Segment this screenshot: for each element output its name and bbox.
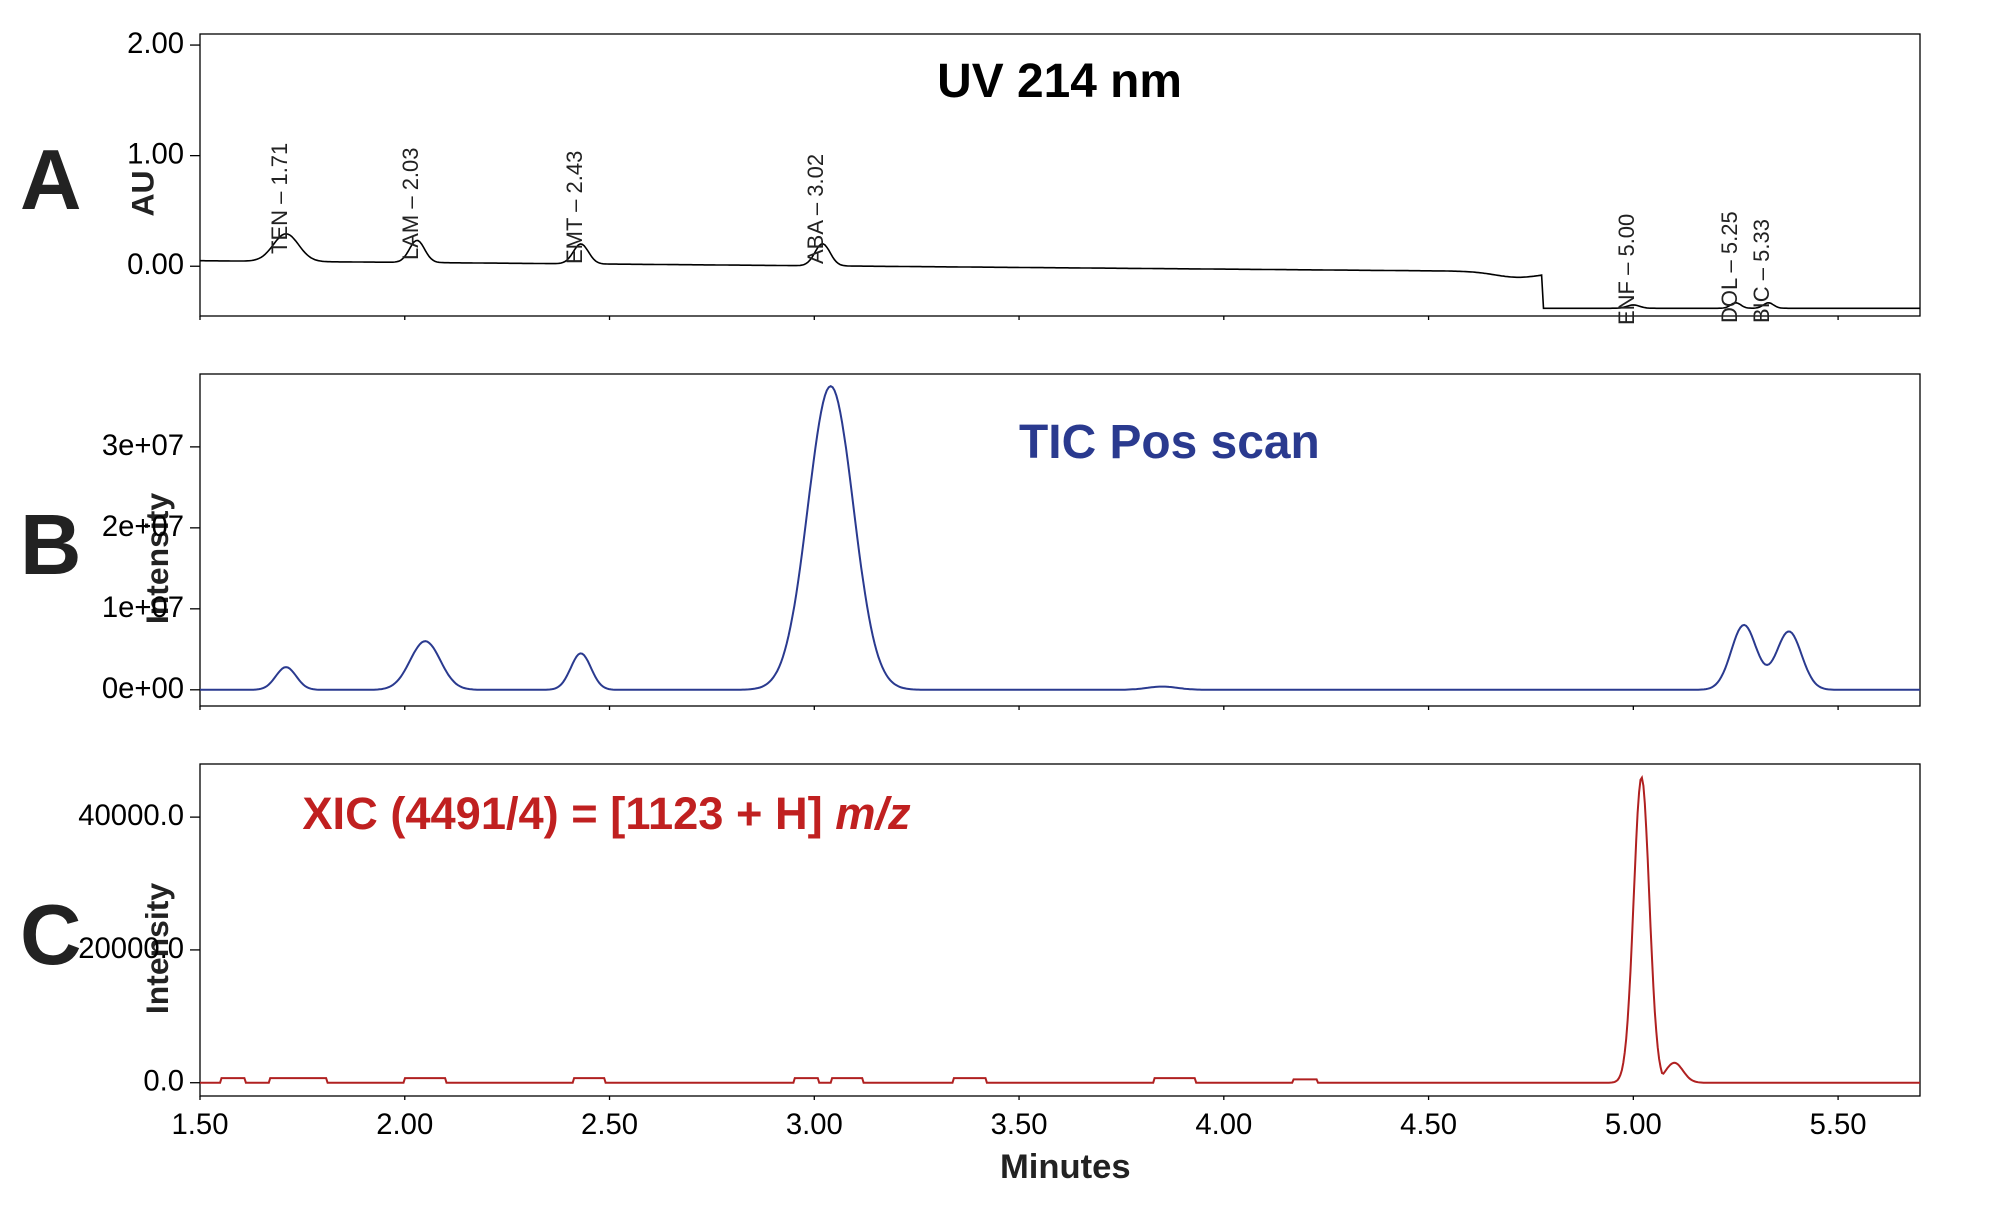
svg-text:3.50: 3.50 [991, 1109, 1048, 1141]
svg-text:0e+00: 0e+00 [102, 673, 184, 705]
peak-label: ENF – 5.00 [1614, 214, 1640, 325]
peak-label: DOL – 5.25 [1717, 211, 1743, 323]
svg-text:0.00: 0.00 [127, 249, 184, 281]
chart-svg-a: 0.00 1.00 2.00 [0, 30, 2000, 320]
svg-text:4.00: 4.00 [1195, 1109, 1252, 1141]
svg-text:1e+07: 1e+07 [102, 592, 184, 624]
peak-label: ABA – 3.02 [803, 154, 829, 264]
svg-text:3.00: 3.00 [786, 1109, 843, 1141]
xaxis-label: Minutes [1000, 1148, 1131, 1187]
svg-text:1.00: 1.00 [127, 139, 184, 171]
peak-label: BIC – 5.33 [1749, 219, 1775, 323]
peak-label: EMT – 2.43 [562, 151, 588, 264]
chromatogram-figure: A AU UV 214 nm 0.001.002.00 TEN – 1.71LA… [0, 0, 2000, 1211]
svg-text:0.0: 0.0 [143, 1066, 184, 1098]
chart-svg-c: 0.0 20000.0 40000.0 [0, 760, 2000, 1100]
svg-text:2.00: 2.00 [127, 30, 184, 60]
svg-text:2e+07: 2e+07 [102, 511, 184, 543]
svg-text:3e+07: 3e+07 [102, 430, 184, 462]
peak-label: TEN – 1.71 [267, 142, 293, 253]
svg-text:4.50: 4.50 [1400, 1109, 1457, 1141]
chart-svg-b: 0e+00 1e+07 2e+07 3e+07 [0, 370, 2000, 710]
peak-label: LAM – 2.03 [398, 148, 424, 261]
svg-text:2.00: 2.00 [376, 1109, 433, 1141]
svg-text:40000.0: 40000.0 [78, 800, 184, 832]
svg-text:1.50: 1.50 [172, 1109, 229, 1141]
svg-text:5.00: 5.00 [1605, 1109, 1662, 1141]
svg-text:5.50: 5.50 [1810, 1109, 1867, 1141]
svg-text:2.50: 2.50 [581, 1109, 638, 1141]
svg-text:20000.0: 20000.0 [78, 933, 184, 965]
